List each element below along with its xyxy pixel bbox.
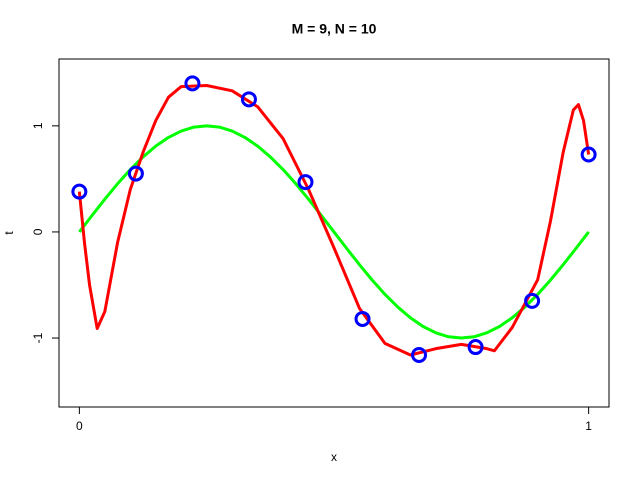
chart-title: M = 9, N = 10 (292, 21, 377, 37)
x-axis-label: x (331, 450, 337, 464)
data-point (524, 292, 541, 309)
y-tick-label: -1 (31, 332, 45, 343)
data-point (354, 310, 371, 327)
y-tick-label: 1 (31, 122, 45, 129)
data-point (297, 174, 314, 191)
curve (77, 84, 591, 357)
y-axis-label: t (2, 231, 16, 235)
data-point (467, 339, 484, 356)
x-tick-label: 1 (585, 419, 592, 433)
data-point (184, 75, 201, 92)
data-point (240, 91, 257, 108)
y-tick-label: 0 (31, 228, 45, 235)
data-point (411, 347, 428, 364)
data-point (127, 165, 144, 182)
data-point (71, 183, 88, 200)
curve (78, 124, 590, 340)
data-point (580, 146, 597, 163)
x-tick-label: 0 (76, 419, 83, 433)
